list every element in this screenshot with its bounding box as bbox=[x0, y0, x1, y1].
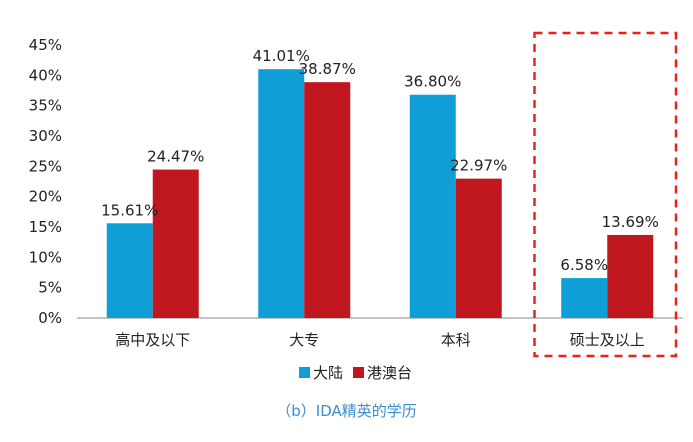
data-label: 22.97% bbox=[450, 157, 507, 175]
legend-swatch bbox=[299, 367, 310, 378]
legend-label: 港澳台 bbox=[367, 364, 412, 382]
y-tick-label: 0% bbox=[38, 309, 62, 327]
y-tick-label: 10% bbox=[29, 248, 62, 266]
category-label: 大专 bbox=[289, 331, 319, 349]
bar bbox=[455, 178, 502, 318]
y-tick-label: 40% bbox=[29, 66, 62, 84]
legend-swatch bbox=[353, 367, 364, 378]
y-tick-label: 15% bbox=[29, 218, 62, 236]
bar bbox=[258, 69, 305, 319]
legend: 大陆 港澳台 bbox=[299, 364, 412, 382]
category-label: 本科 bbox=[441, 331, 471, 349]
bar-chart: 0% 5% 10% 15% 20% 25% 30% 35% 40% 45% 15.61% 24.47… bbox=[29, 31, 683, 382]
data-label: 6.58% bbox=[560, 256, 608, 274]
data-labels: 15.61% 24.47% 41.01%38.87% 36.80% 22.97% 6.58… bbox=[101, 47, 659, 274]
y-axis: 0% 5% 10% 15% 20% 25% 30% 35% 40% 45% bbox=[29, 36, 62, 327]
bar bbox=[409, 94, 456, 318]
y-tick-label: 25% bbox=[29, 157, 62, 175]
highlight-box bbox=[533, 31, 678, 358]
bar bbox=[106, 223, 153, 318]
data-label: 15.61% bbox=[101, 201, 158, 219]
y-tick-label: 45% bbox=[29, 36, 62, 54]
bar bbox=[607, 234, 654, 318]
data-label: 13.69% bbox=[602, 213, 659, 231]
data-label: 24.47% bbox=[147, 148, 204, 166]
data-label: 41.01% bbox=[253, 47, 310, 65]
bar bbox=[561, 278, 608, 318]
bars bbox=[106, 69, 654, 319]
y-tick-label: 35% bbox=[29, 97, 62, 115]
data-label: 38.87% bbox=[299, 60, 356, 78]
legend-label: 大陆 bbox=[313, 364, 343, 382]
data-label: 36.80% bbox=[404, 73, 461, 91]
bar bbox=[152, 169, 199, 318]
category-label: 硕士及以上 bbox=[570, 331, 645, 349]
category-label: 高中及以下 bbox=[115, 331, 190, 349]
y-tick-label: 30% bbox=[29, 127, 62, 145]
y-tick-label: 20% bbox=[29, 188, 62, 206]
bar bbox=[304, 82, 351, 319]
y-tick-label: 5% bbox=[38, 279, 62, 297]
chart-caption: （b）IDA精英的学历 bbox=[276, 402, 417, 420]
category-labels: 高中及以下 大专 本科 硕士及以上 bbox=[115, 331, 645, 349]
